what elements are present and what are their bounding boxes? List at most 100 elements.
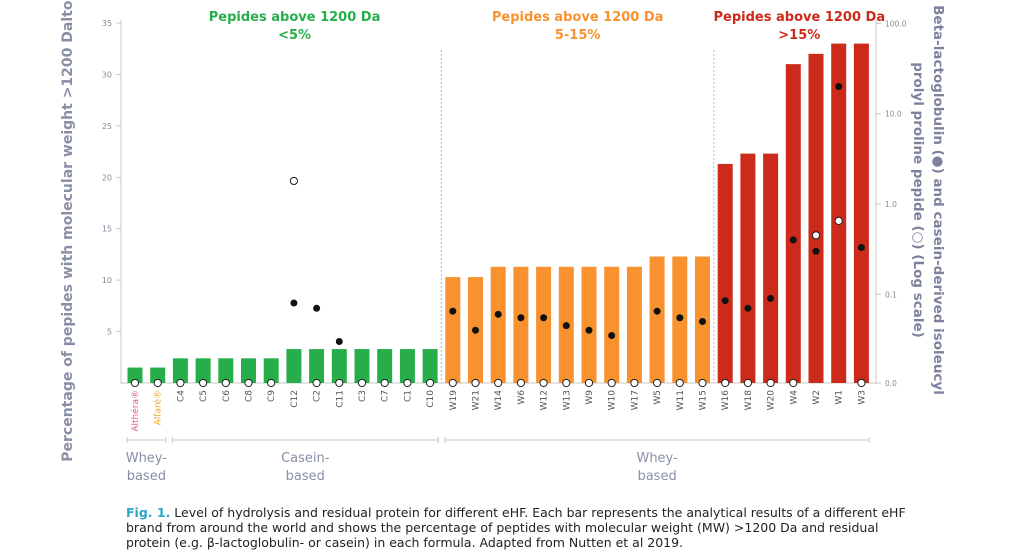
bar: [241, 358, 256, 383]
category-label: C11: [335, 390, 345, 408]
category-label: W15: [699, 390, 709, 410]
beta-lactoglobulin-point: [494, 310, 502, 318]
bar: [354, 349, 370, 383]
category-label: W16: [721, 390, 731, 411]
bottom-group-label-line1: Whey-: [126, 451, 168, 466]
y-axis-title: Percentage of pepides with molecular wei…: [60, 0, 76, 462]
casein-point: [584, 378, 594, 388]
y-tick-label: 25: [102, 122, 112, 131]
casein-point: [539, 378, 548, 388]
group-subtitle: 5-15%: [555, 28, 601, 43]
bar: [309, 349, 325, 383]
beta-lactoglobulin-point: [290, 299, 298, 307]
bar: [808, 53, 824, 383]
bar: [604, 266, 620, 383]
caption-text: Level of hydrolysis and residual protein…: [126, 505, 906, 550]
category-label: Althéra®: [130, 390, 141, 432]
category-label: W14: [494, 390, 504, 411]
casein-point: [471, 378, 480, 388]
category-label: W5: [653, 390, 663, 405]
casein-point: [335, 378, 344, 388]
beta-lactoglobulin-point: [313, 304, 321, 312]
bottom-group-label-line2: based: [127, 469, 166, 484]
beta-lactoglobulin-point: [540, 314, 548, 322]
casein-point: [653, 378, 662, 388]
category-label: W18: [744, 390, 754, 411]
bar: [218, 358, 234, 383]
casein-point: [130, 378, 140, 388]
y2-tick-label: 0.1: [885, 290, 897, 299]
beta-lactoglobulin-point: [517, 314, 525, 322]
category-label: C9: [267, 390, 277, 402]
beta-lactoglobulin-point: [472, 326, 479, 334]
category-label: C10: [426, 390, 436, 408]
category-label: Alfaré®: [153, 390, 164, 425]
bar: [763, 153, 779, 383]
category-label: W2: [812, 390, 822, 405]
casein-point: [811, 231, 821, 240]
beta-lactoglobulin-point: [835, 83, 843, 91]
bottom-group-label-line1: Casein-: [281, 451, 330, 466]
bar: [445, 277, 461, 383]
bar: [581, 266, 597, 383]
casein-point: [834, 216, 843, 225]
bar: [399, 349, 415, 383]
category-label: W13: [562, 390, 572, 410]
beta-lactoglobulin-point: [585, 326, 593, 334]
casein-point: [789, 378, 798, 388]
category-label: W10: [608, 390, 618, 411]
casein-point: [267, 378, 276, 388]
category-label: W21: [472, 390, 482, 410]
casein-point: [244, 378, 253, 388]
bar: [740, 153, 756, 383]
casein-point: [199, 378, 208, 388]
casein-point: [743, 378, 753, 388]
casein-point: [607, 378, 616, 388]
bar: [422, 349, 438, 383]
beta-lactoglobulin-point: [449, 307, 457, 315]
category-label: C12: [290, 390, 300, 408]
category-label: W3: [857, 390, 867, 405]
casein-point: [221, 378, 230, 388]
beta-lactoglobulin-point: [767, 294, 775, 302]
casein-point: [357, 378, 367, 388]
casein-point: [153, 378, 162, 388]
category-label: C3: [358, 390, 368, 402]
bar: [490, 266, 506, 383]
bar: [286, 349, 302, 383]
category-label: C7: [381, 390, 391, 402]
y2-tick-label: 1.0: [885, 200, 897, 209]
bar: [626, 266, 642, 383]
beta-lactoglobulin-point: [789, 236, 797, 244]
group-subtitle: <5%: [278, 28, 311, 43]
casein-point: [176, 378, 185, 388]
beta-lactoglobulin-point: [676, 314, 684, 322]
category-label: C8: [245, 390, 255, 402]
y-tick-label: 30: [102, 70, 112, 79]
figure-number: Fig. 1.: [126, 505, 171, 520]
casein-point: [630, 378, 639, 388]
casein-point: [766, 378, 775, 388]
y2-tick-label: 10.0: [885, 110, 902, 119]
bottom-group-label-line1: Whey-: [636, 451, 678, 466]
group-title: Pepides above 1200 Da: [492, 10, 664, 25]
category-label: W19: [449, 390, 459, 411]
y2-tick-label: 100.0: [885, 19, 907, 28]
group-subtitle: >15%: [778, 28, 820, 43]
bottom-group-label-line2: based: [286, 469, 325, 484]
category-label: W17: [630, 390, 640, 410]
casein-point: [494, 378, 503, 388]
beta-lactoglobulin-point: [335, 338, 343, 346]
y2-axis-title-line1: Beta-lactoglobulin (●) and casein-derive…: [930, 5, 946, 395]
beta-lactoglobulin-point: [699, 317, 706, 325]
bar-chart: 5 10 15 20 25 30 35 0.0 0.1 1.0 10.0 100.0 Percentag…: [60, 0, 946, 484]
bar: [831, 43, 847, 383]
bar: [127, 367, 143, 383]
bar: [172, 358, 188, 383]
casein-point: [426, 378, 435, 388]
category-label: W1: [835, 390, 845, 405]
beta-lactoglobulin-point: [608, 331, 616, 339]
casein-point: [380, 378, 389, 388]
beta-lactoglobulin-point: [857, 243, 865, 251]
beta-lactoglobulin-point: [653, 307, 661, 315]
